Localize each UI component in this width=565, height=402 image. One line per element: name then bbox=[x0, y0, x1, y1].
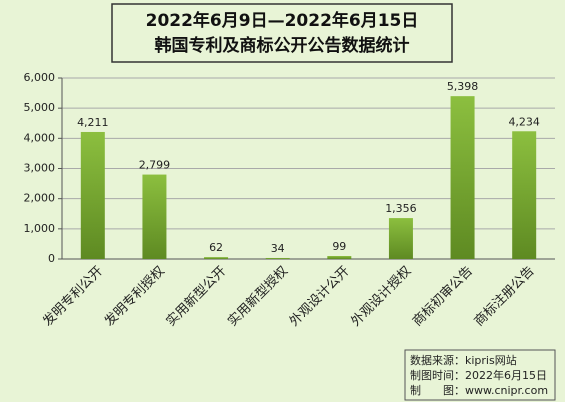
x-tick-label: 实用新型公开 bbox=[163, 263, 229, 329]
bar bbox=[142, 174, 167, 259]
value-label: 34 bbox=[271, 242, 285, 255]
x-tick-label: 商标初审公告 bbox=[410, 264, 476, 330]
value-label: 4,234 bbox=[508, 115, 540, 128]
source-line: 制 图：www.cnipr.com bbox=[410, 384, 548, 397]
y-tick-label: 6,000 bbox=[24, 71, 56, 84]
y-tick-label: 4,000 bbox=[24, 131, 56, 144]
source-line: 制图时间：2022年6月15日 bbox=[410, 368, 547, 382]
x-tick-label: 发明专利公开 bbox=[40, 263, 106, 329]
x-tick-label: 实用新型授权 bbox=[225, 263, 291, 329]
value-label: 1,356 bbox=[385, 202, 417, 215]
bar bbox=[265, 257, 290, 259]
source-box bbox=[404, 349, 556, 401]
value-label: 4,211 bbox=[77, 116, 109, 129]
bar bbox=[204, 257, 229, 259]
source-line: 数据来源：kipris网站 bbox=[410, 353, 517, 367]
bar bbox=[450, 96, 475, 259]
y-tick-label: 0 bbox=[48, 252, 55, 265]
x-tick-label: 外观设计公开 bbox=[287, 264, 353, 330]
y-tick-label: 5,000 bbox=[24, 101, 56, 114]
chart-subtitle: 韩国专利及商标公开公告数据统计 bbox=[155, 35, 410, 56]
value-label: 62 bbox=[209, 241, 223, 254]
value-label: 2,799 bbox=[139, 159, 171, 172]
x-tick-label: 外观设计授权 bbox=[348, 263, 414, 329]
title-box bbox=[111, 3, 453, 63]
y-tick-label: 2,000 bbox=[24, 192, 56, 205]
bar bbox=[512, 131, 537, 259]
bar bbox=[388, 218, 413, 259]
y-tick-label: 3,000 bbox=[24, 162, 56, 175]
value-label: 5,398 bbox=[447, 80, 479, 93]
bar bbox=[80, 131, 105, 259]
x-tick-label: 发明专利授权 bbox=[101, 263, 167, 329]
x-tick-label: 商标注册公告 bbox=[472, 264, 538, 330]
y-tick-label: 1,000 bbox=[24, 222, 56, 235]
value-label: 99 bbox=[332, 240, 346, 253]
chart-title: 2022年6月9日—2022年6月15日 bbox=[146, 10, 419, 31]
bar bbox=[327, 256, 352, 259]
